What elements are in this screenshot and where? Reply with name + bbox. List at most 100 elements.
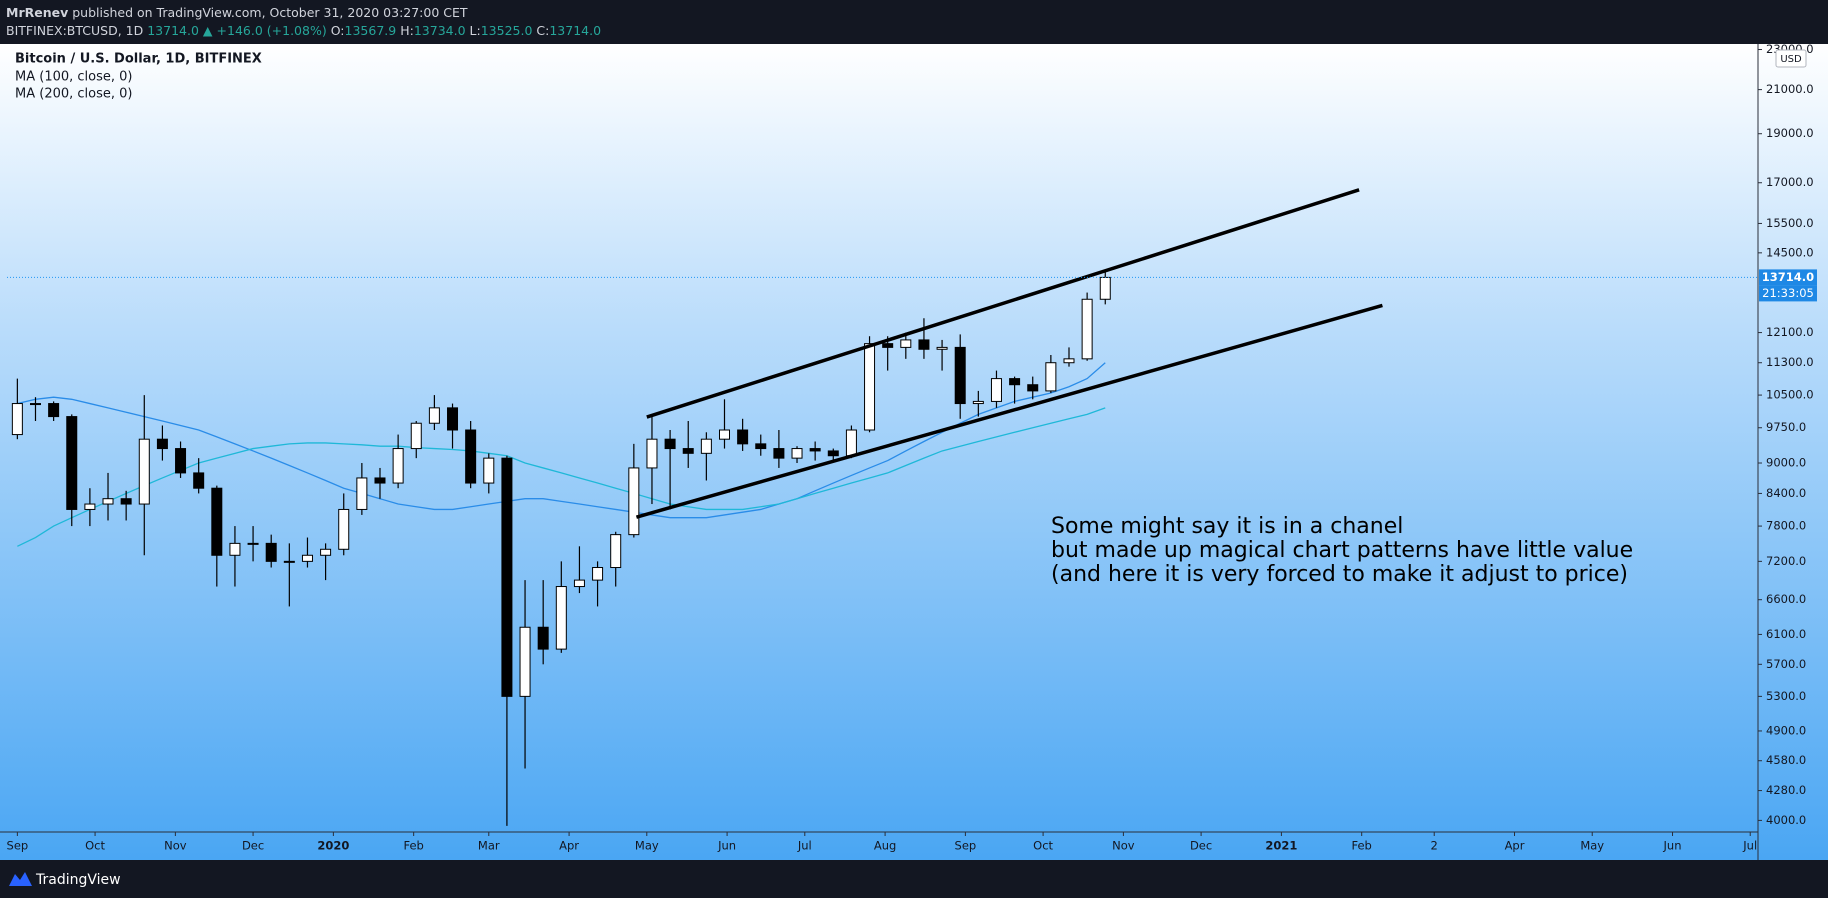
x-tick-label: Jul [797, 839, 812, 853]
y-tick-label: 11300.0 [1766, 355, 1814, 369]
candle-body [610, 534, 622, 569]
candle-body [156, 438, 168, 450]
candle-body [646, 438, 658, 469]
x-tick-label: 2 [1431, 839, 1438, 853]
x-tick-label: Jun [1663, 839, 1682, 853]
y-tick-label: 17000.0 [1766, 175, 1814, 189]
candle-body [918, 339, 930, 350]
candle-body [1009, 378, 1021, 386]
x-tick-label: Jun [717, 839, 736, 853]
trend-line [635, 303, 1383, 519]
candle-body [66, 416, 78, 510]
x-tick-label: Feb [403, 839, 423, 853]
publish-line: MrRenev published on TradingView.com, Oc… [6, 5, 468, 20]
candle-body [864, 343, 876, 431]
candle-body [628, 467, 640, 536]
last-price: 13714.0 [147, 23, 199, 38]
ohlc-value: 13567.9 [344, 23, 397, 38]
x-tick-label: Dec [1190, 839, 1212, 853]
countdown-label: 21:33:05 [1762, 286, 1814, 300]
candle-body [138, 438, 150, 505]
x-tick-label: May [1580, 839, 1604, 853]
plot-area [7, 188, 1758, 826]
candle-body [501, 457, 513, 697]
candle-body [755, 443, 767, 450]
axes: 4000.0 4280.0 4580.0 4900.0 5300.0 5700.0 6100… [7, 42, 1817, 853]
chart-background [0, 44, 1828, 860]
ohlc-value: 13714.0 [549, 23, 602, 38]
x-tick-label: Oct [1033, 839, 1053, 853]
x-tick-label: Nov [164, 839, 187, 853]
x-tick-label: Aug [874, 839, 896, 853]
candle-body [718, 429, 730, 440]
annotation-line: but made up magical chart patterns have … [1051, 538, 1633, 563]
candle-body [773, 448, 785, 459]
candle-body [301, 554, 313, 562]
x-tick-label: Mar [478, 839, 500, 853]
author[interactable]: MrRenev [6, 5, 69, 20]
annotation-line: (and here it is very forced to make it a… [1051, 562, 1628, 587]
candle-body [1027, 384, 1039, 392]
last-price-box [1759, 269, 1817, 286]
candle-body [447, 407, 459, 431]
countdown-box [1759, 285, 1817, 302]
candle-body [1081, 298, 1093, 360]
x-tick-label: 2020 [317, 839, 349, 853]
y-tick-label: 5300.0 [1766, 689, 1806, 703]
footer-logo[interactable]: TradingView [9, 872, 121, 888]
logo-icon[interactable] [9, 872, 32, 886]
x-tick-label: Sep [7, 839, 29, 853]
candle-body [410, 422, 422, 450]
change-arrow: ▲ [202, 23, 213, 38]
y-tick-label: 6100.0 [1766, 627, 1806, 641]
last-price-label: 13714.0 [1762, 270, 1814, 284]
y-tick-label: 4580.0 [1766, 753, 1806, 767]
candle-body [573, 579, 585, 588]
candle-body [229, 542, 241, 556]
y-tick-label: 19000.0 [1766, 126, 1814, 140]
candle-body [428, 407, 440, 424]
candle-body [48, 403, 60, 418]
candle-body [972, 400, 984, 405]
candle-body [247, 542, 259, 545]
x-tick-label: Nov [1112, 839, 1135, 853]
y-tick-label: 4000.0 [1766, 813, 1806, 827]
ma-line [17, 362, 1106, 519]
y-tick-label: 6600.0 [1766, 592, 1806, 606]
candle-body [737, 429, 749, 445]
y-tick-label: 8400.0 [1766, 486, 1806, 500]
candle-body [120, 498, 132, 505]
symbol: BITFINEX:BTCUSD, 1D [6, 23, 144, 38]
y-tick-label: 5700.0 [1766, 657, 1806, 671]
logo-text[interactable]: TradingView [35, 872, 121, 888]
publish-info: published on TradingView.com, October 31… [72, 5, 468, 20]
candle-body [211, 487, 223, 556]
y-tick-label: 21000.0 [1766, 82, 1814, 96]
x-tick-label: Sep [955, 839, 977, 853]
y-tick-label: 7800.0 [1766, 519, 1806, 533]
y-tick-label: 4900.0 [1766, 723, 1806, 737]
x-tick-label: Jul [1742, 839, 1757, 853]
candle-body [265, 542, 277, 562]
header-bar: MrRenev published on TradingView.com, Oc… [0, 0, 1828, 44]
annotation-line: Some might say it is in a chanel [1051, 514, 1403, 539]
candle-body [356, 477, 368, 510]
legend-entry: MA (200, close, 0) [15, 87, 132, 102]
y-tick-label: 9750.0 [1766, 420, 1806, 434]
legend-entry: MA (100, close, 0) [15, 70, 132, 85]
candle-body [809, 448, 821, 452]
candle-body [392, 448, 404, 484]
y-tick-label: 9000.0 [1766, 456, 1806, 470]
x-tick-label: Apr [559, 839, 579, 853]
candle-body [664, 438, 676, 450]
currency-box [1775, 49, 1807, 68]
candle-body [882, 343, 894, 348]
x-tick-label: 2021 [1265, 839, 1297, 853]
candle-body [84, 503, 96, 510]
candle-body [483, 457, 495, 484]
chart-title: Bitcoin / U.S. Dollar, 1D, BITFINEX [15, 52, 262, 67]
footer-bar [0, 860, 1828, 898]
candle-body [374, 477, 386, 484]
